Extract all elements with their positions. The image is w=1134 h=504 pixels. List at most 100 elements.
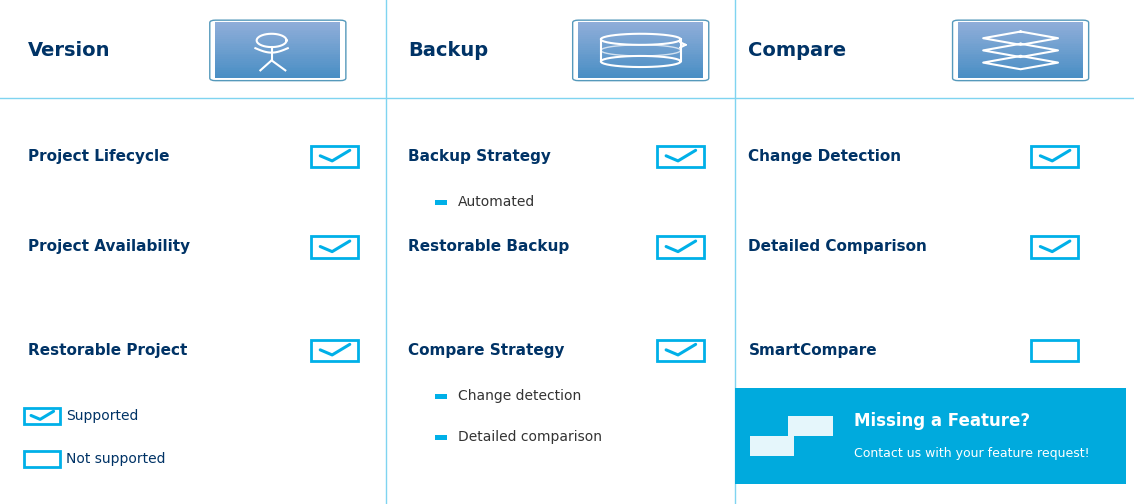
Bar [958, 52, 1083, 54]
Bar [958, 22, 1083, 25]
Bar [958, 31, 1083, 34]
Bar [215, 74, 340, 76]
Bar [958, 42, 1083, 45]
Bar [958, 70, 1083, 73]
Text: Contact us with your feature request!: Contact us with your feature request! [854, 447, 1090, 460]
Text: Backup: Backup [408, 41, 489, 60]
Bar [215, 52, 340, 54]
Bar [578, 48, 703, 50]
Bar [958, 41, 1083, 43]
Bar [958, 57, 1083, 59]
Bar [215, 59, 340, 61]
Bar [215, 42, 340, 45]
Text: Project Availability: Project Availability [28, 239, 191, 255]
Bar [578, 65, 703, 67]
Bar [215, 44, 340, 47]
Bar [578, 55, 703, 58]
Bar [958, 67, 1083, 69]
Text: Detailed comparison: Detailed comparison [458, 430, 602, 444]
Text: Restorable Project: Restorable Project [28, 343, 188, 358]
Text: Compare: Compare [748, 41, 847, 60]
Text: Detailed Comparison: Detailed Comparison [748, 239, 928, 255]
Bar [578, 39, 703, 41]
Bar [958, 59, 1083, 61]
Bar [435, 435, 447, 440]
Bar [958, 50, 1083, 52]
Bar [215, 63, 340, 65]
Bar [578, 30, 703, 32]
Bar [578, 41, 703, 43]
Bar [215, 39, 340, 41]
Bar [215, 22, 340, 25]
Text: Change Detection: Change Detection [748, 149, 902, 164]
Text: Change detection: Change detection [458, 389, 582, 403]
Bar [958, 26, 1083, 28]
Bar [958, 48, 1083, 50]
Bar [578, 59, 703, 61]
Bar [958, 39, 1083, 41]
Bar [578, 44, 703, 47]
Bar [578, 57, 703, 59]
Text: Compare Strategy: Compare Strategy [408, 343, 565, 358]
Text: Project Lifecycle: Project Lifecycle [28, 149, 170, 164]
Bar [578, 74, 703, 76]
Bar [578, 37, 703, 39]
Text: Version: Version [28, 41, 111, 60]
Bar [215, 53, 340, 56]
Bar [958, 46, 1083, 48]
Bar [215, 72, 340, 75]
Bar [578, 35, 703, 37]
Bar [958, 24, 1083, 26]
Bar [215, 46, 340, 48]
Bar [578, 28, 703, 30]
Bar [958, 53, 1083, 56]
Bar [215, 69, 340, 71]
Bar [578, 67, 703, 69]
Bar [958, 65, 1083, 67]
Bar [215, 48, 340, 50]
Bar [578, 22, 703, 25]
Bar [578, 52, 703, 54]
Bar [215, 28, 340, 30]
Bar [215, 70, 340, 73]
Bar [578, 53, 703, 56]
Bar [578, 31, 703, 34]
Text: Backup Strategy: Backup Strategy [408, 149, 551, 164]
Bar [215, 61, 340, 64]
Bar [215, 41, 340, 43]
Bar [215, 55, 340, 58]
Bar [578, 26, 703, 28]
Bar [578, 70, 703, 73]
Bar [578, 24, 703, 26]
Bar [215, 35, 340, 37]
Bar [578, 42, 703, 45]
Text: Missing a Feature?: Missing a Feature? [854, 412, 1030, 430]
Bar [578, 50, 703, 52]
Bar [958, 30, 1083, 32]
FancyBboxPatch shape [735, 388, 1126, 484]
Bar [215, 76, 340, 78]
Bar [215, 37, 340, 39]
Bar [958, 28, 1083, 30]
Bar [435, 200, 447, 205]
FancyBboxPatch shape [788, 416, 832, 436]
Bar [215, 26, 340, 28]
Bar [958, 74, 1083, 76]
Bar [958, 61, 1083, 64]
Bar [215, 31, 340, 34]
Bar [578, 69, 703, 71]
Bar [215, 24, 340, 26]
Bar [958, 69, 1083, 71]
Bar [578, 33, 703, 36]
Bar [435, 394, 447, 399]
Bar [958, 72, 1083, 75]
Bar [958, 35, 1083, 37]
Bar [215, 50, 340, 52]
Bar [958, 76, 1083, 78]
Text: Automated: Automated [458, 195, 535, 209]
Bar [958, 37, 1083, 39]
Bar [215, 33, 340, 36]
Bar [958, 55, 1083, 58]
Bar [215, 57, 340, 59]
Text: Not supported: Not supported [66, 452, 166, 466]
